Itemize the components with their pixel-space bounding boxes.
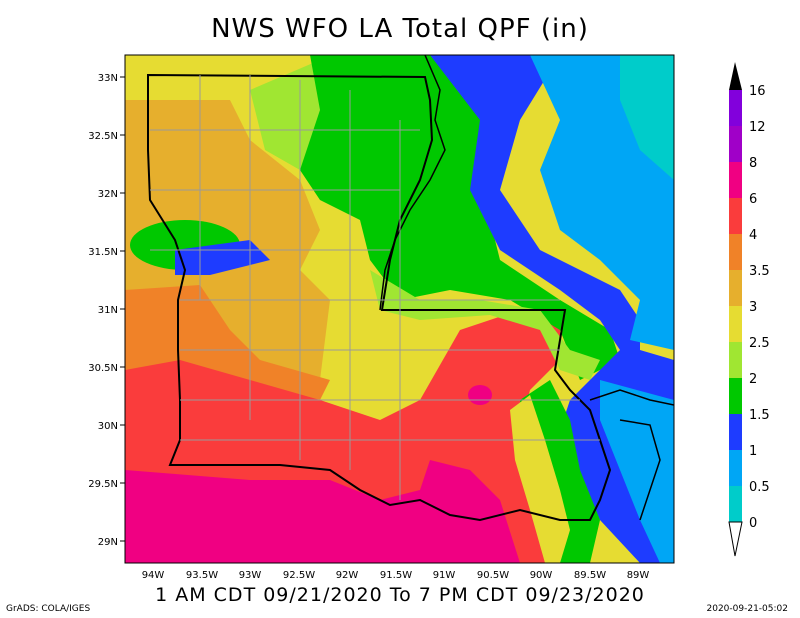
lon-label: 90W [530, 570, 553, 581]
lon-label: 91.5W [380, 570, 412, 581]
legend-swatch [729, 378, 742, 414]
legend-swatch [729, 306, 742, 342]
lat-axis: 33N 32.5N 32N 31.5N 31N 30.5N 30N 29.5N … [88, 73, 125, 548]
legend-swatch [729, 162, 742, 198]
legend-swatch [729, 270, 742, 306]
legend-label: 3.5 [749, 264, 770, 279]
legend-swatch [729, 234, 742, 270]
credit-label: GrADS: COLA/IGES [6, 604, 91, 614]
legend-label: 1.5 [749, 408, 770, 423]
color-legend: 0 0.5 1 1.5 2 2.5 3 3.5 4 6 8 12 16 [728, 62, 770, 557]
legend-label: 3 [749, 300, 757, 315]
legend-swatch [729, 450, 742, 486]
legend-swatch [729, 126, 742, 162]
legend-labels: 0 0.5 1 1.5 2 2.5 3 3.5 4 6 8 12 16 [749, 84, 770, 531]
legend-label: 1 [749, 444, 757, 459]
map-subtitle: 1 AM CDT 09/21/2020 To 7 PM CDT 09/23/20… [155, 584, 645, 606]
legend-bottom-arrow [728, 521, 743, 557]
lat-label: 30N [98, 421, 118, 432]
lon-label: 92.5W [283, 570, 315, 581]
legend-swatch [729, 342, 742, 378]
lat-label: 30.5N [88, 363, 118, 374]
timestamp-label: 2020-09-21-05:02 [706, 604, 789, 614]
legend-label: 16 [749, 84, 766, 99]
lon-label: 91W [433, 570, 456, 581]
legend-label: 0.5 [749, 480, 770, 495]
legend-swatch [729, 414, 742, 450]
legend-swatch [729, 486, 742, 522]
lat-label: 33N [98, 73, 118, 84]
lon-label: 89W [627, 570, 650, 581]
legend-top-arrow [729, 62, 742, 90]
state-borders [147, 55, 674, 522]
legend-label: 4 [749, 228, 757, 243]
legend-swatch [729, 90, 742, 126]
lat-label: 29N [98, 537, 118, 548]
legend-swatch [729, 198, 742, 234]
lon-label: 92W [336, 570, 359, 581]
lat-label: 29.5N [88, 479, 118, 490]
lat-label: 32N [98, 189, 118, 200]
legend-label: 12 [749, 120, 766, 135]
lon-label: 93.5W [186, 570, 218, 581]
lat-label: 32.5N [88, 131, 118, 142]
map-title: NWS WFO LA Total QPF (in) [211, 14, 589, 44]
lon-label: 90.5W [477, 570, 509, 581]
lon-axis: 94W 93.5W 93W 92.5W 92W 91.5W 91W 90.5W … [142, 570, 650, 581]
legend-label: 2 [749, 372, 757, 387]
lon-label: 94W [142, 570, 165, 581]
legend-label: 0 [749, 516, 757, 531]
legend-label: 6 [749, 192, 757, 207]
lon-label: 89.5W [574, 570, 606, 581]
legend-label: 8 [749, 156, 757, 171]
parish-lines [150, 75, 600, 500]
lat-label: 31.5N [88, 247, 118, 258]
lat-label: 31N [98, 305, 118, 316]
lon-label: 93W [239, 570, 262, 581]
legend-label: 2.5 [749, 336, 770, 351]
legend-swatches [729, 90, 742, 522]
